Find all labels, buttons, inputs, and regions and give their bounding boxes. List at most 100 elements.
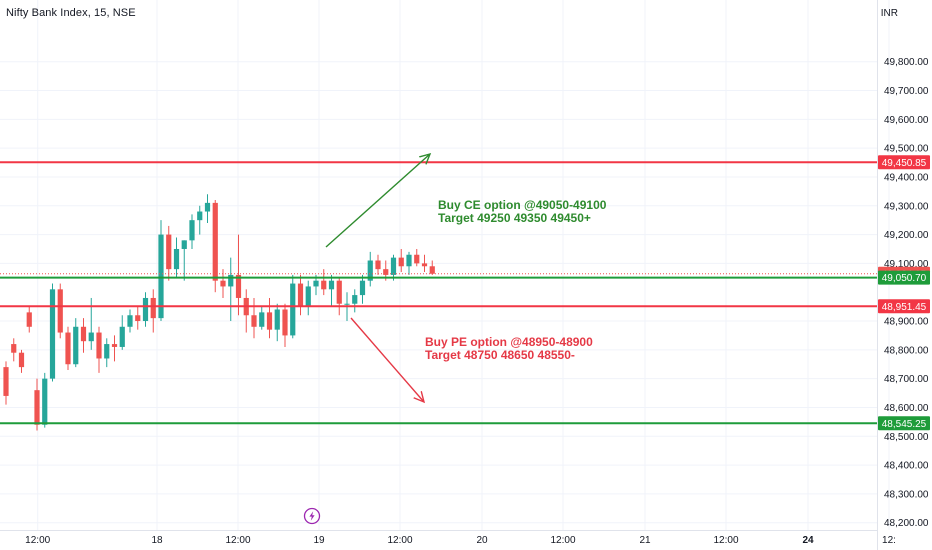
candle-12 [96,326,102,373]
candle-23 [181,240,187,281]
candle-35 [274,303,280,342]
support-level-lower-badge: 48,545.25 [878,416,930,431]
candle-20 [158,220,164,322]
candle-body-13 [104,344,110,359]
candle-48 [375,254,381,275]
price-tick-10: 49,300.00 [884,201,929,212]
time-axis-labels: 12:00 18 12:00 19 12:00 20 12:00 21 12:00 24 12: [25,535,896,546]
candle-body-10 [80,326,87,342]
sell-annotation-line2: Target 48750 48650 48550- [425,348,575,362]
candle-body-7 [57,289,63,333]
candle-body-8 [65,332,71,365]
candle-9 [73,318,79,368]
price-scale-border [0,0,878,550]
candle-52 [406,251,412,275]
time-tick-0: 12:00 [25,535,50,546]
price-tick-6: 48,800.00 [884,345,929,356]
candle-18 [142,292,149,327]
candle-body-37 [290,283,296,336]
time-tick-6: 12:00 [550,535,575,546]
candle-body-42 [328,280,335,290]
candle-15 [119,315,125,350]
candle-body-17 [135,315,141,322]
price-tick-9: 49,200.00 [884,230,929,241]
candle-body-4 [34,390,40,425]
buy-annotation[interactable]: Buy CE option @49050-49100 Target 49250 … [438,199,606,225]
candle-24 [189,214,195,249]
candle-body-33 [259,312,265,327]
candle-body-29 [228,274,234,287]
price-tick-7: 48,900.00 [884,317,929,328]
candle-22 [173,237,180,278]
resistance-level-lower-badge: 48,951.45 [878,299,930,314]
candle-10 [80,318,87,353]
candle-38 [297,274,304,316]
price-tick-5: 48,700.00 [884,374,929,385]
candle-36 [282,303,288,347]
candle-body-5 [42,378,48,425]
candle-32 [251,297,257,339]
price-tick-1: 48,300.00 [884,489,929,500]
candle-2 [18,349,25,373]
candle-1 [11,338,17,362]
candle-body-19 [150,297,156,319]
candle-body-23 [181,240,187,249]
candle-body-50 [390,257,397,275]
candle-13 [104,338,110,368]
candle-51 [398,248,404,273]
time-tick-3: 19 [313,535,325,546]
candle-4 [34,378,40,431]
candle-body-14 [111,344,118,347]
candle-body-0 [3,367,9,396]
candle-body-55 [429,266,435,274]
candle-body-41 [321,280,327,290]
price-tick-2: 48,400.00 [884,461,929,472]
candle-34 [266,297,273,339]
candle-body-43 [336,280,342,304]
candle-body-28 [220,280,226,287]
candle-26 [204,194,211,224]
price-axis-labels: 48,200.00 48,300.00 48,400.00 48,500.00 48,6… [884,57,929,529]
horizontal-levels[interactable] [0,161,877,425]
candle-body-20 [158,234,164,319]
candle-43 [336,277,342,316]
buy-annotation-line2: Target 49250 49350 49450+ [438,211,591,225]
candle-body-53 [414,254,420,264]
candles [3,194,435,431]
candle-25 [197,205,203,235]
buy-annotation-line1: Buy CE option @49050-49100 [438,198,607,212]
candle-body-1 [11,344,17,353]
price-badges: 49,450.8549,064.1549,050.7048,951.4548,5… [878,155,930,431]
time-tick-4: 12:00 [387,535,412,546]
support-level-upper-badge-label: 49,050.70 [882,273,927,284]
price-tick-3: 48,500.00 [884,432,929,443]
candle-7 [57,283,63,339]
sell-annotation[interactable]: Buy PE option @48950-48900 Target 48750 … [425,336,593,362]
candle-body-11 [88,332,94,342]
candle-14 [111,335,118,362]
candle-body-34 [266,312,273,330]
lightning-icon[interactable] [303,507,321,525]
up-arrow[interactable] [325,154,430,248]
down-arrow[interactable] [350,317,424,402]
resistance-level-badge-bg [878,155,930,170]
price-tick-4: 48,600.00 [884,403,929,414]
candle-8 [65,326,71,370]
candle-body-47 [367,260,373,281]
candle-16 [127,309,133,333]
trend-arrows[interactable] [325,154,430,402]
candle-body-36 [282,309,288,336]
candle-39 [305,280,311,316]
support-level-lower-badge-label: 48,545.25 [882,419,927,430]
chart-title: Nifty Bank Index, 15, NSE [6,7,136,19]
candle-body-16 [127,315,133,327]
candle-31 [243,289,249,333]
candle-21 [166,225,172,281]
candle-45 [352,289,358,313]
time-tick-2: 12:00 [225,535,250,546]
candle-body-18 [142,297,149,322]
currency-label[interactable]: INR [880,8,898,19]
candle-6 [49,283,56,382]
